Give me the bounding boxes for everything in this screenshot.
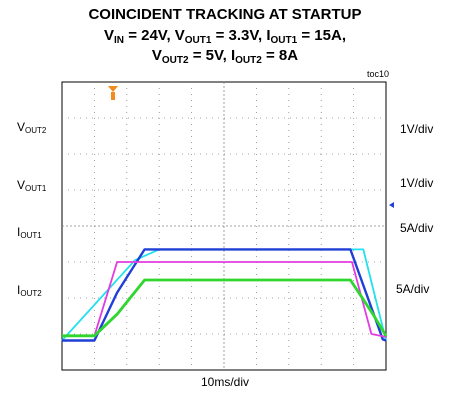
figure-id-label: toc10	[367, 69, 390, 79]
scale-label-iout1: 5A/div	[400, 221, 434, 235]
traces	[61, 248, 388, 342]
scale-label-vout2: 1V/div	[400, 122, 434, 136]
trace-label-iout2: IOUT2	[17, 283, 42, 298]
trace-iout2	[62, 278, 388, 338]
scale-label-vout1: 1V/div	[400, 176, 434, 190]
chart-title-line1: COINCIDENT TRACKING AT STARTUP	[88, 6, 362, 23]
trace-label-vout1: VOUT1	[17, 178, 47, 193]
chart-title-line2: VIN = 24V, VOUT1 = 3.3V, IOUT1 = 15A,	[104, 27, 346, 46]
trace-label-iout1: IOUT1	[17, 225, 42, 240]
trace-vout1	[62, 248, 387, 342]
trigger-marker-icon	[108, 86, 118, 100]
grid	[62, 82, 386, 370]
trigger-level-marker-icon	[389, 202, 394, 208]
chart-title-line3: VOUT2 = 5V, IOUT2 = 8A	[151, 47, 299, 66]
trace-label-vout2: VOUT2	[17, 120, 47, 135]
x-axis-scale-label: 10ms/div	[200, 375, 250, 389]
scale-label-iout2: 5A/div	[396, 282, 430, 296]
